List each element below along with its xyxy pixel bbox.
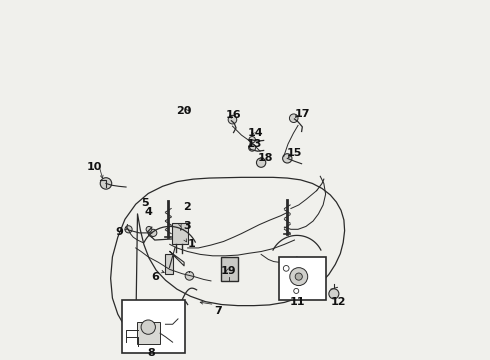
Text: 3: 3 <box>183 221 191 231</box>
Circle shape <box>248 144 256 151</box>
Text: 17: 17 <box>294 109 310 118</box>
Circle shape <box>146 226 152 232</box>
Circle shape <box>295 273 302 280</box>
Text: 7: 7 <box>214 306 222 316</box>
Text: 1: 1 <box>187 239 195 249</box>
Text: 14: 14 <box>248 128 264 138</box>
Circle shape <box>329 289 339 299</box>
Text: 16: 16 <box>226 110 242 120</box>
Bar <box>137 323 160 344</box>
Text: 8: 8 <box>147 348 155 358</box>
Text: 15: 15 <box>287 148 302 158</box>
Text: 11: 11 <box>289 297 305 307</box>
Text: 12: 12 <box>330 297 346 307</box>
Circle shape <box>290 114 298 122</box>
Text: 2: 2 <box>183 202 191 212</box>
Text: 13: 13 <box>246 139 262 149</box>
Bar <box>172 223 188 244</box>
Text: 10: 10 <box>87 162 102 172</box>
Circle shape <box>141 320 155 334</box>
Bar <box>220 257 238 281</box>
Text: 18: 18 <box>258 153 273 163</box>
Text: 9: 9 <box>115 227 123 237</box>
Circle shape <box>228 115 237 124</box>
Circle shape <box>256 158 266 167</box>
Text: 5: 5 <box>141 198 148 208</box>
Circle shape <box>185 271 194 280</box>
Circle shape <box>283 154 292 163</box>
Bar <box>166 254 173 274</box>
Circle shape <box>290 267 308 285</box>
Text: 19: 19 <box>221 266 237 276</box>
Circle shape <box>100 178 112 189</box>
Circle shape <box>125 226 132 233</box>
Text: 6: 6 <box>151 271 159 282</box>
Circle shape <box>249 136 255 143</box>
Bar <box>279 257 326 300</box>
Text: 4: 4 <box>145 207 152 217</box>
Circle shape <box>149 229 157 237</box>
Text: 20: 20 <box>176 106 192 116</box>
Bar <box>122 300 185 353</box>
